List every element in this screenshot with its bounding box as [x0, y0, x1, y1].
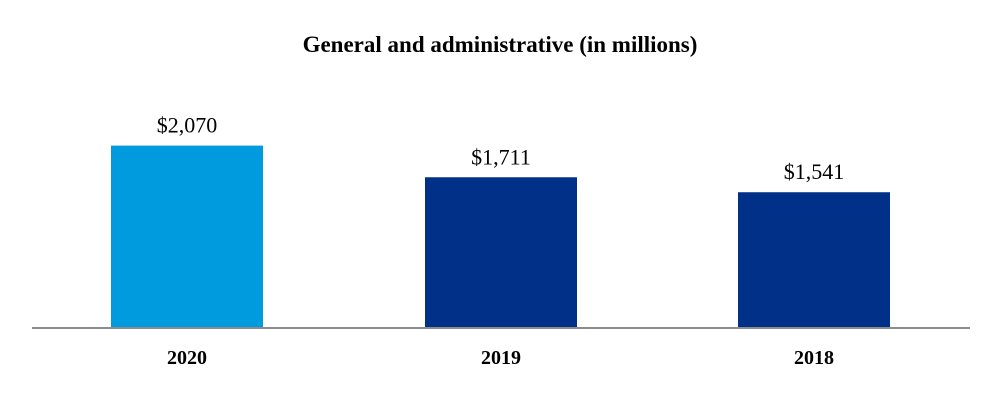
chart-title: General and administrative (in millions)	[303, 32, 698, 57]
data-label-2020: $2,070	[157, 113, 218, 138]
bar-2018	[738, 192, 890, 328]
x-tick-label-2018: 2018	[794, 347, 834, 369]
bar-2019	[425, 177, 577, 328]
x-tick-label-2019: 2019	[481, 347, 521, 369]
data-label-2019: $1,711	[471, 144, 531, 169]
x-tick-label-2020: 2020	[167, 347, 207, 369]
bar-2020	[111, 145, 263, 328]
data-labels-group: $2,070 $1,711 $1,541	[157, 113, 845, 185]
bars-group	[111, 145, 890, 328]
data-label-2018: $1,541	[784, 159, 845, 184]
x-tick-labels-group: 2020 2019 2018	[167, 347, 834, 369]
